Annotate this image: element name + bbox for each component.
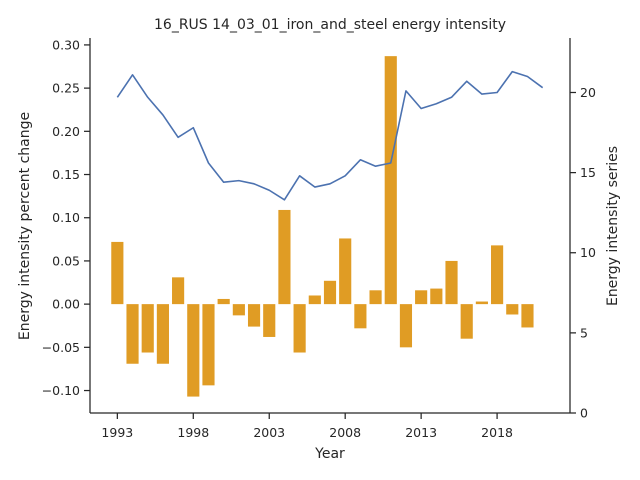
bar-2003 [263, 304, 276, 337]
x-tick-label-1998: 1998 [177, 425, 209, 440]
bar-2016 [460, 304, 473, 339]
left-y-tick-label-4: 0.10 [52, 210, 80, 225]
bar-2009 [354, 304, 367, 329]
bar-2008 [339, 238, 352, 305]
right-y-tick-label-1: 5 [580, 325, 588, 340]
bar-1999 [202, 304, 215, 386]
x-tick-label-2018: 2018 [481, 425, 513, 440]
bar-2006 [308, 295, 321, 305]
bar-2018 [491, 245, 504, 305]
line-series-layer [116, 70, 544, 201]
bar-2017 [475, 301, 488, 305]
bar-2012 [399, 304, 413, 348]
bar-1993 [111, 241, 124, 305]
left-y-tick-label-2: 0.00 [52, 297, 80, 312]
left-y-tick-label-6: 0.20 [52, 124, 80, 139]
left-y-tick-label-0: −0.10 [42, 383, 80, 398]
left-y-axis-ticks: −0.10 −0.05 0.00 0.05 0.10 0.15 0.20 0.25 0.30 [42, 37, 90, 398]
left-y-tick-label-1: −0.05 [42, 340, 80, 355]
left-y-tick-label-3: 0.05 [52, 253, 80, 268]
right-y-tick-label-4: 20 [580, 85, 596, 100]
bar-2010 [369, 290, 382, 305]
bar-2013 [415, 290, 428, 305]
x-tick-label-2008: 2008 [329, 425, 361, 440]
bar-2000 [217, 298, 230, 305]
bar-1996 [156, 304, 169, 364]
bar-2020 [521, 304, 534, 328]
bar-2011 [384, 56, 397, 305]
energy-intensity-series-line [116, 70, 544, 201]
right-y-axis-title: Energy intensity series [605, 146, 621, 306]
bar-1997 [172, 277, 185, 305]
right-y-tick-label-2: 10 [580, 245, 596, 260]
bar-2002 [247, 304, 261, 327]
bar-2007 [323, 280, 337, 305]
left-y-tick-label-5: 0.15 [52, 167, 80, 182]
left-y-tick-label-7: 0.25 [52, 81, 80, 96]
chart-title: 16_RUS 14_03_01_iron_and_steel energy in… [154, 17, 506, 33]
right-y-tick-label-3: 15 [580, 165, 596, 180]
x-tick-label-2013: 2013 [405, 425, 437, 440]
bar-1994 [126, 304, 139, 364]
bar-2005 [293, 304, 306, 353]
bar-2014 [430, 288, 443, 305]
bar-2019 [506, 304, 519, 315]
left-y-axis-title: Energy intensity percent change [17, 112, 33, 340]
axes-frame [89, 38, 571, 414]
x-axis-ticks: 1993 1998 2003 2008 2013 2018 [101, 413, 513, 440]
bar-2001 [232, 304, 245, 316]
bar-2004 [278, 209, 291, 305]
bar-1998 [187, 304, 200, 397]
x-tick-label-2003: 2003 [253, 425, 285, 440]
x-tick-label-1993: 1993 [101, 425, 133, 440]
left-y-tick-label-8: 0.30 [52, 37, 80, 52]
bar-1995 [141, 304, 154, 353]
right-y-tick-label-0: 0 [580, 406, 588, 421]
x-axis-title: Year [314, 446, 345, 462]
bar-2015 [445, 260, 458, 305]
bar-series [111, 56, 534, 397]
right-y-axis-ticks: 0 5 10 15 20 [570, 85, 596, 421]
